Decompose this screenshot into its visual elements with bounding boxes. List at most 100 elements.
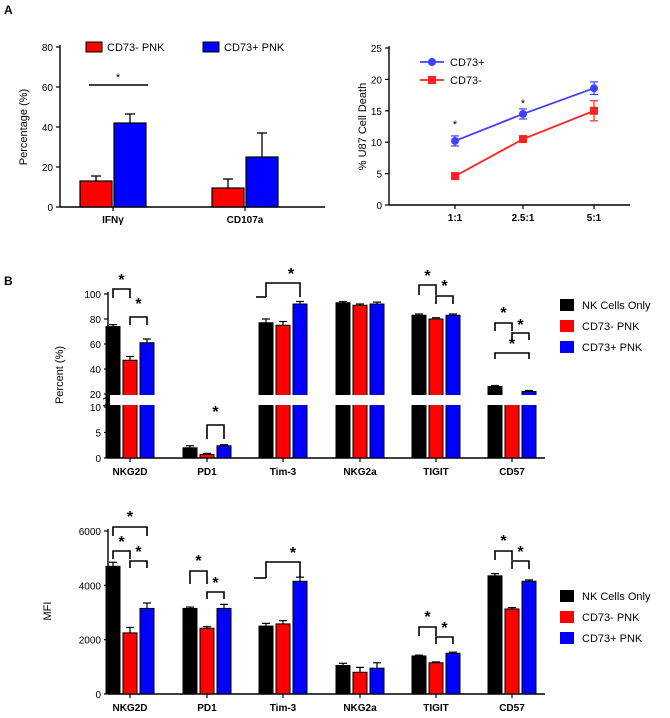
b2-tigit-a-star: *	[424, 609, 431, 626]
u87-cell-death-line-chart: 0 5 10 15 20 25 % U87 Cell Death 1:1 2.5:1 5:1 CD7…	[357, 44, 630, 224]
a2-legend-label: CD73-	[450, 75, 482, 87]
b1-nkg2d-b-bracket	[129, 316, 148, 325]
a2-y-tick-label: 15	[371, 107, 383, 118]
b1-y-tick-label: 20	[90, 390, 102, 401]
b2-nkg2d-c-bracket	[129, 560, 148, 568]
b2-cd57-b-bracket	[511, 560, 530, 569]
b1-bar	[199, 453, 215, 459]
b2-legend-label: CD73+ PNK	[582, 633, 643, 645]
a2-legend-label: CD73+	[450, 57, 485, 69]
b2-bar	[139, 607, 155, 695]
a1-legend-swatch	[85, 41, 103, 53]
b1-x-tick-label: PD1	[197, 467, 217, 478]
b1-x-tick-label: NKG2a	[343, 467, 377, 478]
b1-axis-break-gap	[110, 395, 545, 405]
b2-bar	[411, 655, 427, 695]
a1-legend-label: CD73- PNK	[107, 42, 165, 54]
b2-bar	[487, 575, 503, 695]
b1-tim3-bracket	[265, 282, 301, 297]
b1-y-tick-label: 5	[95, 429, 101, 440]
b2-nkg2d-b-star: *	[118, 534, 125, 551]
b2-y-axis-title: MFI	[42, 602, 54, 621]
b1-tigit-b-star: *	[441, 278, 448, 295]
b1-x-tick-label: NKG2D	[112, 467, 147, 478]
b2-bar	[182, 607, 198, 695]
b2-bar	[428, 662, 444, 695]
a2-x-tick-label: 5:1	[587, 213, 602, 224]
b2-bar	[216, 607, 232, 695]
b2-nkg2d-a-bracket	[112, 526, 148, 536]
a1-legend-swatch	[202, 41, 220, 53]
b1-cd57-b-star: *	[517, 317, 524, 334]
b2-bar	[335, 664, 351, 695]
b1-y-tick-label: 40	[90, 365, 102, 376]
a2-x-tick-label: 1:1	[448, 213, 463, 224]
b1-x-tick-label: CD57	[499, 467, 525, 478]
b1-x-tick-label: Tim-3	[270, 467, 297, 478]
b1-legend-swatch	[560, 320, 574, 332]
b1-pd1-star: *	[212, 404, 219, 421]
a2-significance-star: *	[453, 119, 458, 131]
a2-point	[590, 84, 598, 93]
b1-tigit-a-star: *	[424, 268, 431, 285]
b1-nkg2d-a-star: *	[118, 272, 125, 289]
b1-tigit-a-bracket	[418, 284, 437, 295]
b2-x-tick-label: NKG2D	[112, 703, 147, 714]
a1-y-tick-label: 40	[42, 123, 54, 134]
b1-legend-label: CD73+ PNK	[582, 342, 643, 354]
b1-tigit-b-bracket	[435, 295, 454, 304]
b1-bar	[352, 304, 368, 459]
a2-y-tick-label: 0	[376, 201, 382, 212]
percent-receptor-bar-chart: 0 5 10 20 40 60 80 100 Percent (%) NKG2D PD1 Tim-3 N…	[54, 266, 651, 478]
b1-bar	[445, 314, 461, 459]
b1-y-tick-label: 100	[84, 290, 101, 301]
a2-legend-marker	[428, 58, 436, 66]
a1-legend-label: CD73+ PNK	[224, 42, 285, 54]
b1-bar	[258, 322, 274, 459]
b1-cd57-a-star: *	[500, 305, 507, 322]
b2-y-tick-label: 6000	[79, 527, 102, 538]
b2-tigit-a-bracket	[418, 626, 437, 636]
a2-y-tick-label: 5	[376, 170, 382, 181]
a2-x-tick-label: 2.5:1	[512, 213, 535, 224]
b1-cd57-b-bracket	[511, 332, 530, 340]
a2-series-line	[454, 109, 595, 177]
b2-x-tick-label: CD57	[499, 703, 525, 714]
a2-significance-star: *	[521, 98, 526, 110]
a1-bar	[79, 180, 113, 208]
b1-legend-label: CD73- PNK	[582, 321, 640, 333]
b1-bar	[105, 326, 121, 459]
a2-point	[451, 136, 459, 145]
b1-y-tick-label: 80	[90, 315, 102, 326]
a1-y-axis-title: Percentage (%)	[18, 89, 30, 165]
b1-bar	[369, 303, 385, 459]
b2-legend-label: NK Cells Only	[582, 591, 651, 603]
a1-x-tick-label: IFNγ	[102, 215, 124, 226]
b2-nkg2d-a-star: *	[127, 509, 134, 526]
b2-cd57-a-bracket	[494, 550, 513, 560]
b2-bar	[521, 580, 537, 695]
panel-label-b: B	[4, 274, 13, 288]
b2-bar	[199, 627, 215, 695]
b2-bar	[258, 625, 274, 695]
b1-legend-label: NK Cells Only	[582, 300, 651, 312]
b2-legend-label: CD73- PNK	[582, 612, 640, 624]
b2-bar	[122, 632, 138, 695]
b1-y-tick-label: 10	[90, 403, 102, 414]
b2-bar	[105, 565, 121, 695]
b2-pd1-a-bracket	[189, 570, 208, 584]
b2-cd57-b-star: *	[517, 544, 524, 561]
b1-nkg2d-b-star: *	[135, 296, 142, 313]
b1-y-axis-title: Percent (%)	[54, 346, 66, 404]
a1-x-tick-label: CD107a	[227, 215, 264, 226]
a2-y-tick-label: 20	[371, 75, 383, 86]
b2-legend-swatch	[560, 590, 574, 602]
a2-legend-marker	[428, 76, 436, 84]
a1-y-tick-label: 60	[42, 83, 54, 94]
b1-cd57-a-bracket	[494, 322, 513, 331]
b1-cd57-c-star: *	[509, 336, 516, 353]
b2-pd1-b-bracket	[206, 591, 225, 599]
b2-bar	[369, 667, 385, 695]
b1-cd57-c-bracket	[494, 352, 530, 359]
b2-bar	[275, 623, 291, 695]
